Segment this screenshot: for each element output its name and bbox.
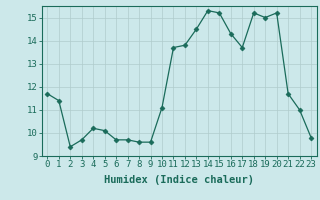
X-axis label: Humidex (Indice chaleur): Humidex (Indice chaleur) <box>104 175 254 185</box>
